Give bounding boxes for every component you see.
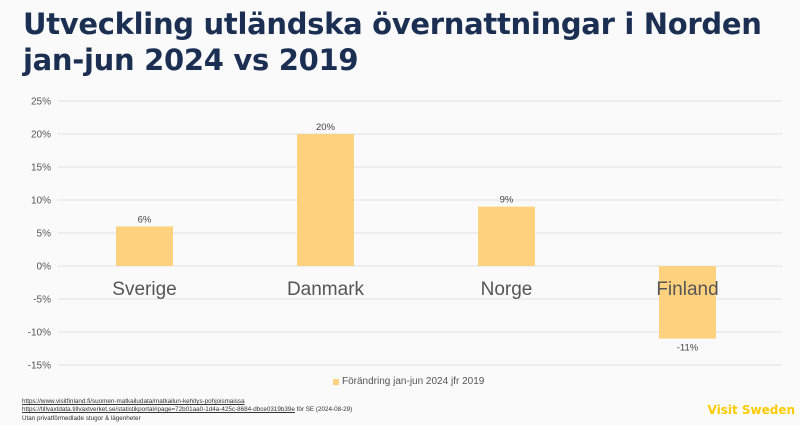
category-labels: Sverige Danmark Norge Finland [112,279,718,300]
category-label: Norge [481,279,533,300]
y-tick-label: -15% [28,361,51,372]
category-label: Sverige [112,279,176,300]
bar-norge [478,206,535,266]
source-footnote: Utan privatförmedlade stugor & lägenhete… [22,414,141,422]
y-tick-label: 20% [31,130,51,141]
category-label: Finland [656,279,718,300]
y-tick-label: -10% [28,328,51,339]
y-tick-label: 10% [31,196,51,207]
bars [116,134,716,339]
bar-danmark [297,134,354,266]
y-axis-ticks: 25% 20% 15% 10% 5% 0% -5% -10% -15% [28,97,51,372]
source-note: för SE (2024-08-29) [294,406,353,414]
legend-swatch [333,378,339,385]
y-tick-label: 15% [31,163,51,174]
data-label: 20% [316,122,336,133]
legend-label: Förändring jan-jun 2024 jfr 2019 [342,376,485,387]
y-tick-label: 25% [31,97,51,108]
data-labels: 6% 20% 9% -11% [138,122,699,354]
data-label: 9% [500,195,514,206]
y-tick-label: 5% [37,229,52,240]
source-link-visitfinland[interactable]: https://www.visitfinland.fi/suomen-matka… [22,398,245,405]
y-tick-label: -5% [33,295,51,306]
visit-sweden-logo: Visit Sweden [707,403,796,417]
legend: Förändring jan-jun 2024 jfr 2019 [333,376,484,387]
chart-title: Utveckling utländska övernattningar i No… [23,7,762,77]
data-label: -11% [677,343,699,354]
source-link-tillvaxtverket[interactable]: https://tillvaxtdata.tillvaxtverket.se/s… [22,406,295,414]
bar-finland [659,266,716,339]
bar-sverige [116,226,173,266]
category-label: Danmark [287,279,365,300]
y-tick-label: 0% [37,262,52,273]
sources: https://www.visitfinland.fi/suomen-matka… [22,398,352,423]
data-label: 6% [138,214,152,225]
